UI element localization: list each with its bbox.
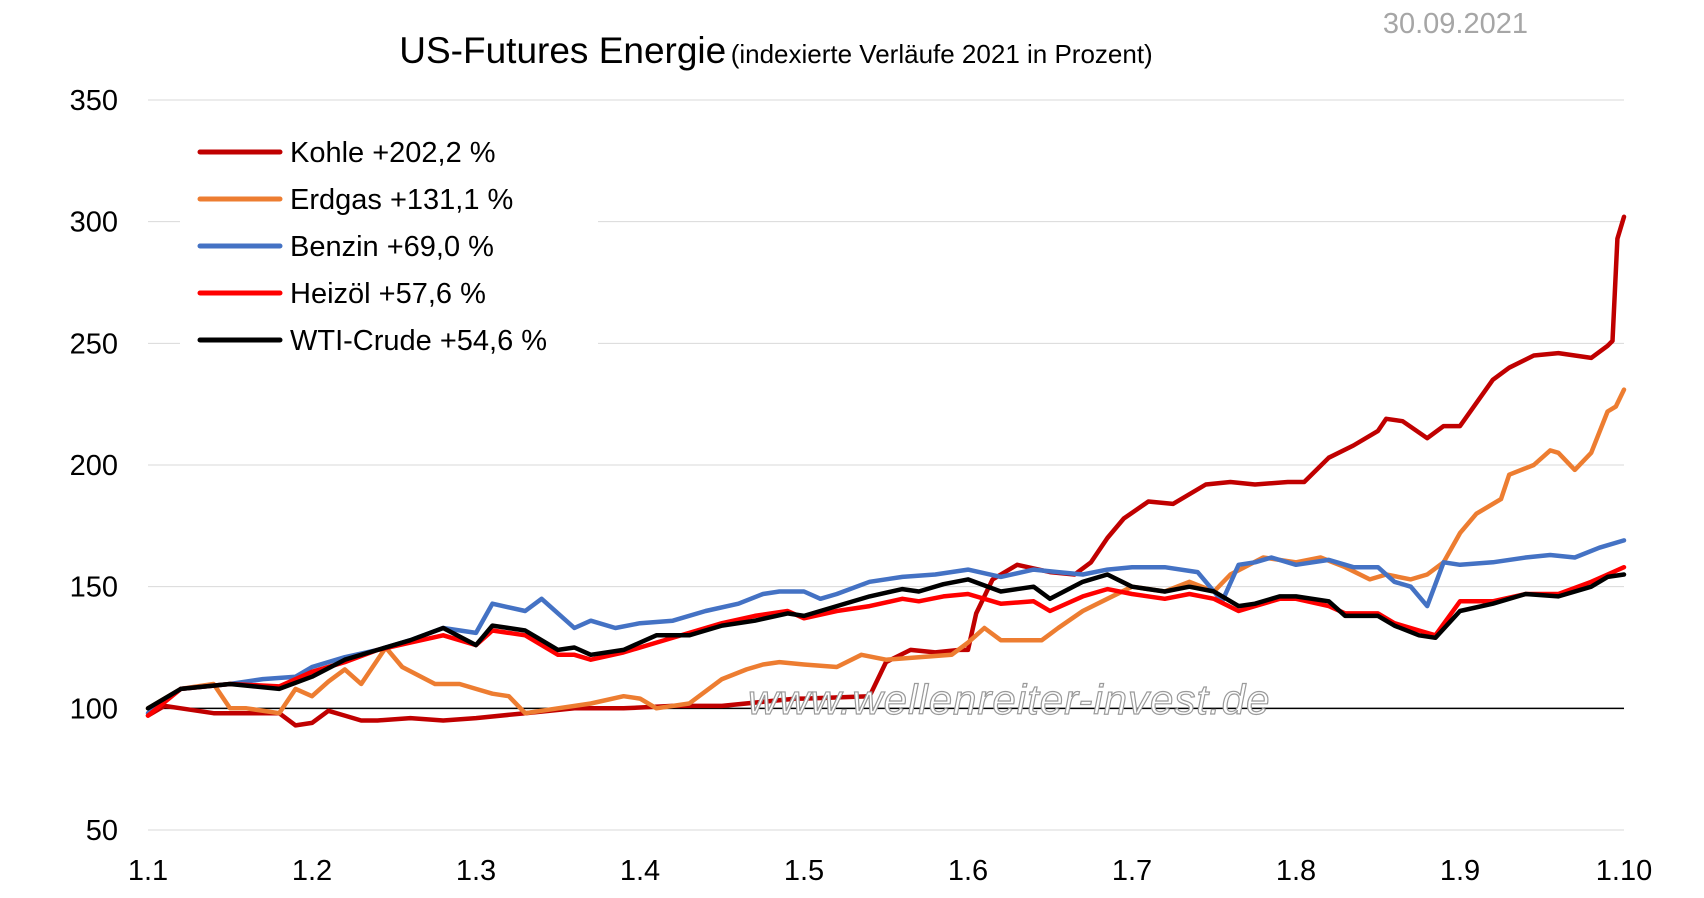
y-tick-label: 350 — [70, 85, 118, 117]
date-label: 30.09.2021 — [1382, 8, 1528, 40]
y-tick-label: 300 — [70, 207, 118, 239]
legend-label: WTI-Crude +54,6 % — [290, 325, 547, 357]
x-tick-label: 1.1 — [128, 855, 168, 887]
x-tick-label: 1.7 — [1112, 855, 1152, 887]
chart-title: US-Futures Energie — [399, 30, 727, 71]
series-line-0 — [145, 214, 1627, 728]
x-tick-label: 1.9 — [1440, 855, 1480, 887]
series-layer — [145, 214, 1627, 728]
x-tick-label: 1.6 — [948, 855, 988, 887]
legend-label: Erdgas +131,1 % — [290, 184, 513, 216]
y-tick-label: 250 — [70, 328, 118, 360]
legend-label: Heizöl +57,6 % — [290, 278, 486, 310]
legend-label: Benzin +69,0 % — [290, 231, 494, 263]
x-tick-label: 1.10 — [1596, 855, 1652, 887]
x-tick-label: 1.5 — [784, 855, 824, 887]
x-tick-label: 1.2 — [292, 855, 332, 887]
x-tick-label: 1.4 — [620, 855, 660, 887]
axis-layer: 50 100 150 200 250 300 350 1.1 1.2 1.3 1.4 1.5 1.6 1.… — [70, 85, 1653, 887]
legend-background — [180, 116, 598, 362]
watermark: www.wellenreiter-invest.de — [747, 675, 1271, 723]
series-line-4 — [145, 572, 1627, 711]
y-tick-label: 150 — [70, 572, 118, 604]
y-tick-label: 200 — [70, 450, 118, 482]
y-tick-label: 100 — [70, 693, 118, 725]
legend-label: Kohle +202,2 % — [290, 137, 496, 169]
legend: Kohle +202,2 % Erdgas +131,1 % Benzin +69,… — [180, 116, 598, 362]
series-line-1 — [145, 387, 1627, 716]
x-tick-label: 1.8 — [1276, 855, 1316, 887]
x-tick-label: 1.3 — [456, 855, 496, 887]
chart-title-wrap: US-Futures Energie (indexierte Verläufe … — [0, 30, 1552, 72]
y-tick-label: 50 — [86, 815, 118, 847]
chart-subtitle: (indexierte Verläufe 2021 in Prozent) — [730, 39, 1153, 69]
series-line-2 — [145, 538, 1627, 716]
